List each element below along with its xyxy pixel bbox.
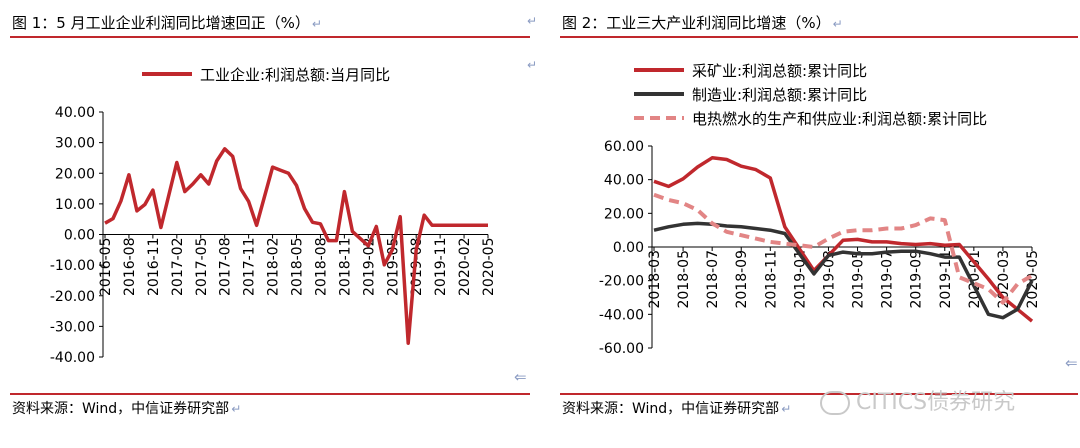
y-tick-label: -20.00 [50,289,95,305]
left-chart: 40.00 30.00 20.00 10.00 0.00 -10.00 -20.00 -30.… [50,66,497,366]
x-tick-label: 2017-11 [242,238,258,297]
return-mark: ⇐ [514,368,527,386]
right-chart: 60.00 40.00 20.00 0.00 -20.00 -40.00 -60.00 201… [599,62,1041,357]
watermark: CITICS债券研究 [820,384,1015,416]
return-mark: ↵ [527,58,538,72]
y-tick-label: 0.00 [613,240,644,256]
x-tick-label: 2019-02 [361,238,377,297]
chart-title: 图 2：工业三大产业利润同比增速（%） ↵ [562,14,843,32]
legend-label: 制造业:利润总额:累计同比 [692,86,867,104]
x-tick-label: 2018-07 [705,250,721,309]
y-tick-label: 20.00 [604,206,644,222]
source-rule [10,393,530,395]
x-tick-label: 2020-05 [1025,250,1041,309]
return-mark: ⇐ [1065,354,1078,372]
chart-title: 图 1：5 月工业企业利润同比增速回正（%） ↵ [12,14,322,32]
x-tick-label: 2016-11 [146,238,162,297]
x-tick-label: 2018-05 [290,238,306,297]
source-note: 资料来源：Wind，中信证券研究部 ↵ [562,401,792,417]
legend-label: 采矿业:利润总额:累计同比 [692,62,867,80]
x-tick-label: 2018-09 [734,250,750,309]
y-tick-label: 20.00 [55,166,95,182]
return-mark: ↵ [527,14,538,28]
source-rule [560,393,1078,395]
x-tick-label: 2019-07 [880,250,896,309]
wechat-icon [820,391,850,415]
x-tick-label: 2019-05 [851,250,867,309]
x-tick-label: 2020-02 [457,238,473,297]
y-tick-label: 0.00 [64,228,95,244]
y-tick-label: -10.00 [50,258,95,274]
x-tick-label: 2018-11 [337,238,353,297]
legend-label: 工业企业:利润总额:当月同比 [200,66,390,84]
y-tick-label: -60.00 [599,341,644,357]
y-tick-label: 60.00 [604,139,644,155]
x-tick-label: 2016-05 [98,238,114,297]
y-tick-label: 30.00 [55,136,95,152]
x-tick-label: 2019-01 [792,250,808,309]
title-rule [10,36,530,38]
y-tick-label: -40.00 [599,307,644,323]
x-tick-label: 2017-02 [170,238,186,297]
x-tick-label: 2018-11 [763,250,779,309]
y-tick-label: -30.00 [50,319,95,335]
y-tick-label: 40.00 [604,173,644,189]
x-tick-label: 2016-08 [122,238,138,297]
source-note: 资料来源：Wind，中信证券研究部 ↵ [12,401,242,417]
y-tick-label: -20.00 [599,274,644,290]
y-tick-label: 40.00 [55,105,95,121]
series-line [653,156,1034,323]
y-tick-label: 10.00 [55,197,95,213]
right-panel: 图 2：工业三大产业利润同比增速（%） ↵ 60.00 40.00 20.00 0.00… [550,0,1080,448]
x-tick-label: 2017-05 [194,238,210,297]
x-tick-label: 2018-03 [647,250,663,309]
x-tick-label: 2018-02 [266,238,282,297]
series-line [104,147,488,345]
legend-label: 电热燃水的生产和供应业:利润总额:累计同比 [692,110,987,128]
x-tick-label: 2020-05 [481,238,497,297]
x-tick-label: 2019-03 [821,250,837,309]
left-panel: 图 1：5 月工业企业利润同比增速回正（%） ↵ ↵ ↵ 40.00 30.00 20… [10,14,538,417]
series-line [653,192,1034,305]
y-tick-label: -40.00 [50,350,95,366]
x-tick-label: 2019-11 [433,238,449,297]
x-tick-label: 2019-09 [909,250,925,309]
x-tick-label: 2019-11 [938,250,954,309]
x-tick-label: 2018-05 [676,250,692,309]
x-tick-label: 2018-08 [313,238,329,297]
x-tick-label: 2017-08 [218,238,234,297]
title-rule [560,36,1078,38]
